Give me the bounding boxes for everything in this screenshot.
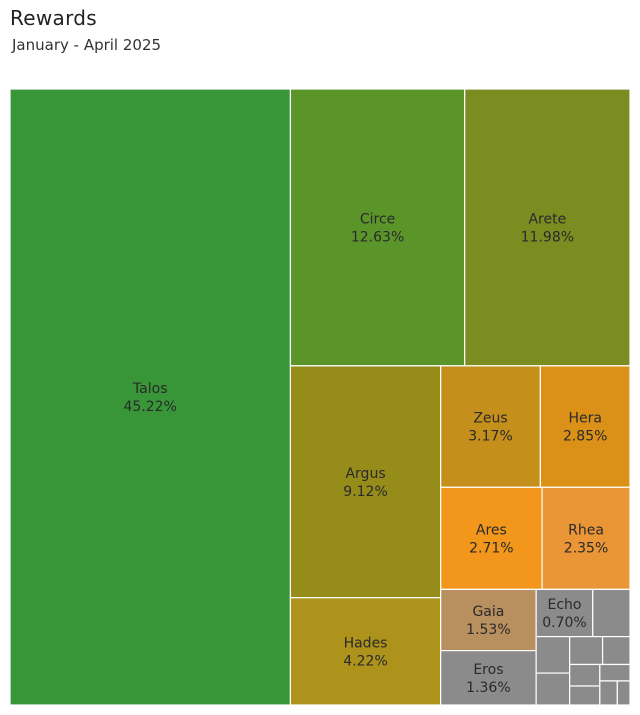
tile-value-rhea: 2.35% bbox=[564, 540, 608, 556]
tile-value-eros: 1.36% bbox=[466, 680, 510, 696]
tile-label-echo: Echo bbox=[547, 597, 581, 613]
tile-value-argus: 9.12% bbox=[343, 484, 387, 500]
tile-label-zeus: Zeus bbox=[473, 411, 507, 427]
tile-other-12 bbox=[592, 588, 631, 638]
tile-label-hades: Hades bbox=[344, 635, 388, 651]
tile-hades bbox=[289, 597, 442, 706]
tile-value-echo: 0.70% bbox=[542, 615, 586, 631]
tile-value-arete: 11.98% bbox=[521, 229, 574, 245]
tile-eros bbox=[440, 649, 537, 706]
tile-label-argus: Argus bbox=[345, 466, 385, 482]
tile-other-16 bbox=[601, 636, 631, 666]
tile-other-15 bbox=[569, 636, 604, 666]
tile-ares bbox=[440, 486, 543, 590]
tile-other-19 bbox=[599, 663, 631, 682]
tile-value-gaia: 1.53% bbox=[466, 622, 510, 638]
tile-other-18 bbox=[569, 685, 601, 706]
tile-rhea bbox=[541, 486, 631, 590]
tile-label-eros: Eros bbox=[473, 662, 503, 678]
tile-other-21 bbox=[616, 680, 631, 706]
tile-label-ares: Ares bbox=[476, 522, 507, 538]
tile-value-circe: 12.63% bbox=[351, 229, 404, 245]
tile-value-talos: 45.22% bbox=[124, 399, 177, 415]
tile-value-zeus: 3.17% bbox=[468, 429, 512, 445]
tile-arete bbox=[464, 88, 631, 367]
tile-other-17 bbox=[569, 663, 601, 687]
tile-circe bbox=[289, 88, 466, 367]
tile-label-hera: Hera bbox=[568, 411, 601, 427]
tile-talos bbox=[9, 88, 292, 706]
tile-other-14 bbox=[535, 672, 571, 706]
tile-label-circe: Circe bbox=[360, 211, 395, 227]
tile-label-rhea: Rhea bbox=[568, 522, 604, 538]
tile-value-ares: 2.71% bbox=[469, 540, 513, 556]
chart-title: Rewards bbox=[10, 6, 98, 30]
tile-gaia bbox=[440, 588, 537, 652]
chart-subtitle: January - April 2025 bbox=[12, 36, 162, 54]
tile-label-gaia: Gaia bbox=[472, 604, 504, 620]
tile-value-hera: 2.85% bbox=[563, 429, 607, 445]
tile-value-hades: 4.22% bbox=[343, 653, 387, 669]
tile-label-talos: Talos bbox=[132, 381, 168, 397]
tile-other-13 bbox=[535, 636, 571, 674]
tile-label-arete: Arete bbox=[528, 211, 566, 227]
tile-other-20 bbox=[599, 680, 618, 706]
